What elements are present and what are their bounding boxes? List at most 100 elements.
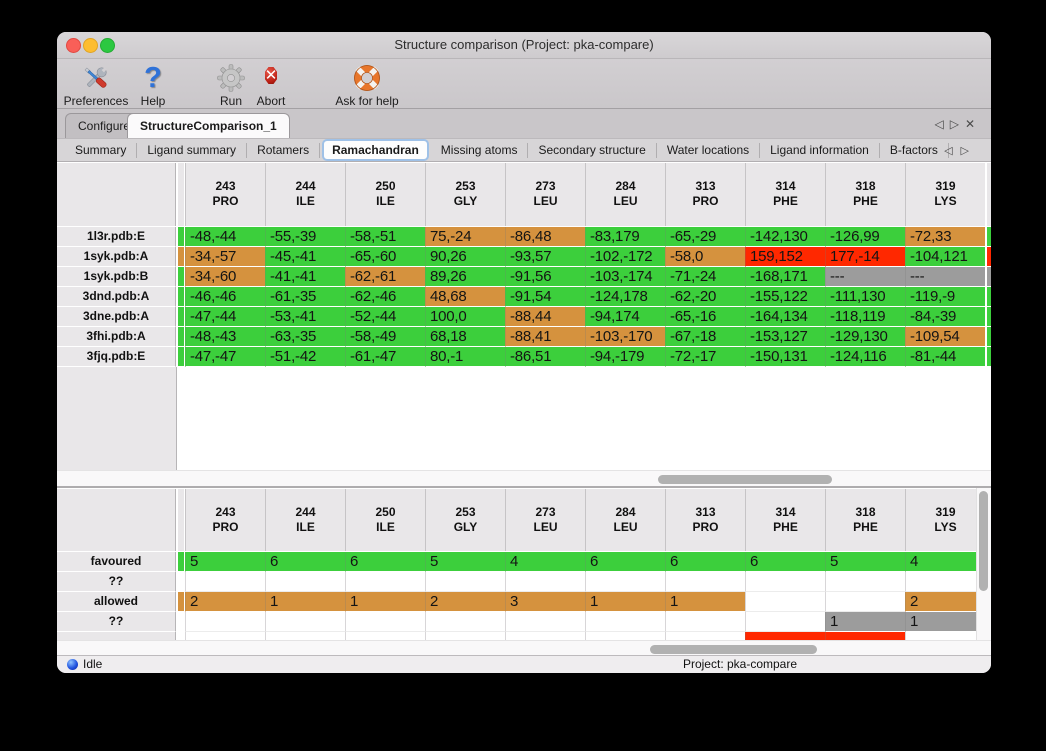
subtab-summary[interactable]: Summary bbox=[65, 142, 138, 158]
cell[interactable]: --- bbox=[825, 267, 905, 287]
cell[interactable]: -55,-39 bbox=[265, 227, 345, 247]
cell[interactable] bbox=[585, 612, 665, 632]
subtab-ramachandran[interactable]: Ramachandran bbox=[322, 139, 429, 161]
cell[interactable]: -65,-60 bbox=[345, 247, 425, 267]
cell[interactable]: 3 bbox=[505, 592, 585, 612]
cell[interactable] bbox=[825, 632, 905, 640]
cell[interactable]: -48,-44 bbox=[185, 227, 265, 247]
cell[interactable]: -53,-41 bbox=[265, 307, 345, 327]
subtab-water-locations[interactable]: Water locations bbox=[657, 142, 761, 158]
cell[interactable]: -86,51 bbox=[505, 347, 585, 367]
subtab-ligand-summary[interactable]: Ligand summary bbox=[137, 142, 248, 158]
cell[interactable] bbox=[505, 612, 585, 632]
preferences-button[interactable]: Preferences bbox=[61, 62, 131, 108]
tab-scroll-left-icon[interactable]: ◁ bbox=[934, 117, 950, 131]
cell[interactable] bbox=[745, 612, 825, 632]
top-horizontal-scrollbar[interactable] bbox=[57, 470, 991, 486]
cell[interactable] bbox=[345, 632, 425, 640]
subtab-ligand-information[interactable]: Ligand information bbox=[760, 142, 880, 158]
cell[interactable] bbox=[665, 612, 745, 632]
cell[interactable]: -91,56 bbox=[505, 267, 585, 287]
cell[interactable]: -71,-24 bbox=[665, 267, 745, 287]
cell[interactable]: -118,119 bbox=[825, 307, 905, 327]
cell[interactable] bbox=[665, 632, 745, 640]
cell[interactable] bbox=[265, 632, 345, 640]
cell[interactable]: 4 bbox=[505, 552, 585, 572]
cell[interactable]: -58,-49 bbox=[345, 327, 425, 347]
cell[interactable]: 2 bbox=[425, 592, 505, 612]
tab-structure-comparison-1[interactable]: StructureComparison_1 bbox=[127, 113, 290, 138]
cell[interactable]: 1 bbox=[585, 592, 665, 612]
cell[interactable] bbox=[745, 632, 825, 640]
cell[interactable]: 90,26 bbox=[425, 247, 505, 267]
cell[interactable]: -45,-41 bbox=[265, 247, 345, 267]
cell[interactable]: -58,0 bbox=[665, 247, 745, 267]
cell[interactable]: -103,-170 bbox=[585, 327, 665, 347]
cell[interactable]: -72,-17 bbox=[665, 347, 745, 367]
subtab-missing-atoms[interactable]: Missing atoms bbox=[431, 142, 529, 158]
cell[interactable]: 4 bbox=[905, 552, 976, 572]
cell[interactable]: -103,-174 bbox=[585, 267, 665, 287]
cell[interactable]: -34,-57 bbox=[185, 247, 265, 267]
tab-scroll-right-icon[interactable]: ▷ bbox=[949, 117, 965, 131]
cell[interactable] bbox=[905, 572, 976, 592]
bottom-vertical-scrollbar[interactable] bbox=[976, 488, 991, 640]
cell[interactable]: -93,57 bbox=[505, 247, 585, 267]
cell[interactable]: 6 bbox=[585, 552, 665, 572]
cell[interactable]: -86,48 bbox=[505, 227, 585, 247]
title-bar[interactable]: Structure comparison (Project: pka-compa… bbox=[57, 32, 991, 59]
cell[interactable]: -52,-44 bbox=[345, 307, 425, 327]
cell[interactable]: 159,152 bbox=[745, 247, 825, 267]
cell[interactable]: -88,44 bbox=[505, 307, 585, 327]
cell[interactable]: -41,-41 bbox=[265, 267, 345, 287]
cell[interactable]: -63,-35 bbox=[265, 327, 345, 347]
cell[interactable] bbox=[345, 572, 425, 592]
cell[interactable]: 177,-14 bbox=[825, 247, 905, 267]
cell[interactable]: -150,131 bbox=[745, 347, 825, 367]
cell[interactable]: -81,-44 bbox=[905, 347, 985, 367]
cell[interactable]: -153,127 bbox=[745, 327, 825, 347]
cell[interactable]: -91,54 bbox=[505, 287, 585, 307]
abort-button[interactable]: ✕ Abort bbox=[247, 62, 295, 108]
cell[interactable]: -111,130 bbox=[825, 287, 905, 307]
cell[interactable]: -119,-9 bbox=[905, 287, 985, 307]
cell[interactable]: -109,54 bbox=[905, 327, 985, 347]
bottom-horizontal-scrollbar[interactable] bbox=[57, 640, 991, 656]
cell[interactable]: 80,-1 bbox=[425, 347, 505, 367]
cell[interactable] bbox=[185, 632, 265, 640]
cell[interactable]: -94,-179 bbox=[585, 347, 665, 367]
cell[interactable]: -102,-172 bbox=[585, 247, 665, 267]
cell[interactable]: 5 bbox=[425, 552, 505, 572]
run-button[interactable]: Run bbox=[209, 62, 253, 108]
top-hscroll-thumb[interactable] bbox=[658, 475, 832, 484]
cell[interactable]: 5 bbox=[825, 552, 905, 572]
cell[interactable]: 6 bbox=[265, 552, 345, 572]
cell[interactable]: 100,0 bbox=[425, 307, 505, 327]
subtab-secondary-structure[interactable]: Secondary structure bbox=[528, 142, 657, 158]
cell[interactable]: -47,-44 bbox=[185, 307, 265, 327]
cell[interactable]: 2 bbox=[905, 592, 976, 612]
cell[interactable]: -142,130 bbox=[745, 227, 825, 247]
zoom-button[interactable] bbox=[100, 38, 115, 53]
cell[interactable] bbox=[425, 572, 505, 592]
cell[interactable]: -72,33 bbox=[905, 227, 985, 247]
cell[interactable]: -62,-20 bbox=[665, 287, 745, 307]
bottom-vscroll-thumb[interactable] bbox=[979, 491, 988, 591]
cell[interactable]: 75,-24 bbox=[425, 227, 505, 247]
cell[interactable]: -61,-47 bbox=[345, 347, 425, 367]
cell[interactable]: -46,-46 bbox=[185, 287, 265, 307]
cell[interactable] bbox=[585, 572, 665, 592]
cell[interactable] bbox=[585, 632, 665, 640]
cell[interactable]: 6 bbox=[665, 552, 745, 572]
tab-close-icon[interactable]: ✕ bbox=[964, 117, 981, 131]
cell[interactable]: -34,-60 bbox=[185, 267, 265, 287]
bottom-hscroll-thumb[interactable] bbox=[650, 645, 817, 654]
cell[interactable] bbox=[265, 572, 345, 592]
cell[interactable]: -83,179 bbox=[585, 227, 665, 247]
cell[interactable]: 5 bbox=[185, 552, 265, 572]
cell[interactable]: -124,178 bbox=[585, 287, 665, 307]
cell[interactable]: 2 bbox=[185, 592, 265, 612]
cell[interactable] bbox=[505, 632, 585, 640]
cell[interactable] bbox=[265, 612, 345, 632]
cell[interactable] bbox=[745, 592, 825, 612]
